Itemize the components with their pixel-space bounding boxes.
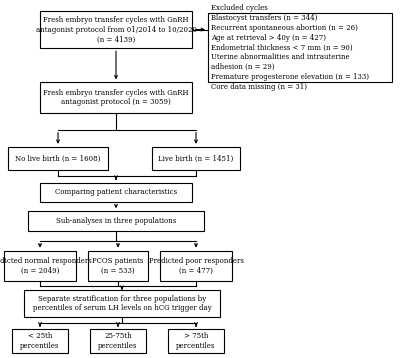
Text: < 25th
percentiles: < 25th percentiles xyxy=(20,332,60,350)
FancyBboxPatch shape xyxy=(4,251,76,281)
Text: Fresh embryo transfer cycles with GnRH
antagonist protocol from 01/2014 to 10/20: Fresh embryo transfer cycles with GnRH a… xyxy=(36,16,196,43)
FancyBboxPatch shape xyxy=(40,183,192,202)
Text: Sub-analyses in three populations: Sub-analyses in three populations xyxy=(56,217,176,225)
Text: Comparing patient characteristics: Comparing patient characteristics xyxy=(55,188,177,197)
FancyBboxPatch shape xyxy=(28,211,204,231)
Text: No live birth (n = 1608): No live birth (n = 1608) xyxy=(15,154,101,163)
Text: > 75th
percentiles: > 75th percentiles xyxy=(176,332,216,350)
FancyBboxPatch shape xyxy=(88,251,148,281)
FancyBboxPatch shape xyxy=(40,82,192,113)
Text: Live birth (n = 1451): Live birth (n = 1451) xyxy=(158,154,234,163)
FancyBboxPatch shape xyxy=(24,290,220,317)
Text: Predicted normal responders
(n = 2049): Predicted normal responders (n = 2049) xyxy=(0,257,92,275)
FancyBboxPatch shape xyxy=(152,147,240,170)
FancyBboxPatch shape xyxy=(160,251,232,281)
Text: 25-75th
percentiles: 25-75th percentiles xyxy=(98,332,138,350)
Text: PCOS patients
(n = 533): PCOS patients (n = 533) xyxy=(92,257,144,275)
Text: Excluded cycles
Blastocyst transfers (n = 344)
Recurrent spontaneous abortion (n: Excluded cycles Blastocyst transfers (n … xyxy=(211,4,369,91)
FancyBboxPatch shape xyxy=(90,329,146,353)
FancyBboxPatch shape xyxy=(168,329,224,353)
FancyBboxPatch shape xyxy=(8,147,108,170)
Text: Fresh embryo transfer cycles with GnRH
antagonist protocol (n = 3059): Fresh embryo transfer cycles with GnRH a… xyxy=(43,89,189,106)
Text: Separate stratification for three populations by
percentiles of serum LH levels : Separate stratification for three popula… xyxy=(33,295,211,312)
FancyBboxPatch shape xyxy=(208,13,392,82)
FancyBboxPatch shape xyxy=(12,329,68,353)
FancyBboxPatch shape xyxy=(40,11,192,48)
Text: Predicted poor responders
(n = 477): Predicted poor responders (n = 477) xyxy=(148,257,244,275)
